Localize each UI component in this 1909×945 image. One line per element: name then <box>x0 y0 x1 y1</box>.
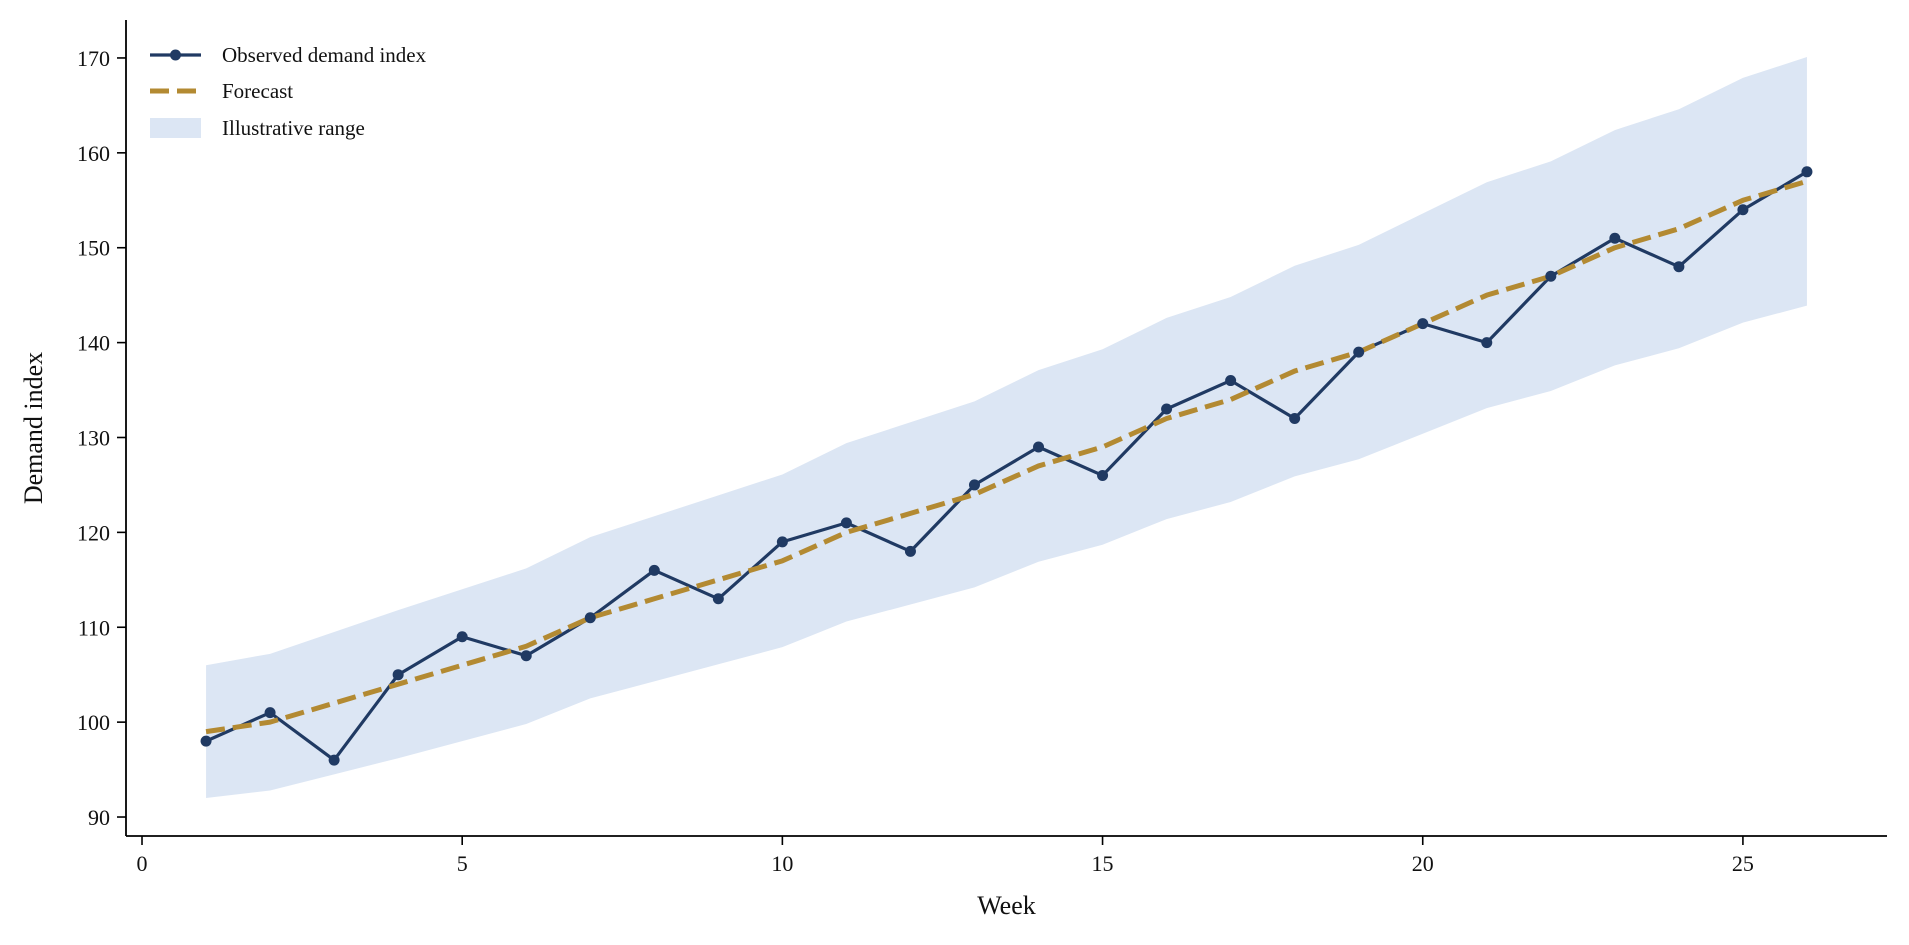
observed-point <box>1097 469 1109 481</box>
observed-point <box>328 754 340 766</box>
legend-label-forecast: Forecast <box>222 79 293 103</box>
observed-point <box>264 707 276 719</box>
legend-marker-observed <box>170 49 181 61</box>
observed-point <box>1033 441 1045 453</box>
x-tick-label: 20 <box>1412 851 1434 876</box>
observed-point <box>200 735 212 747</box>
observed-point <box>1353 346 1365 358</box>
x-tick-label: 15 <box>1092 851 1114 876</box>
observed-point <box>1161 403 1173 415</box>
observed-point <box>840 517 852 529</box>
observed-point <box>456 631 468 643</box>
x-axis-title: Week <box>977 891 1036 920</box>
y-tick-label: 170 <box>77 46 110 71</box>
observed-point <box>1801 166 1813 178</box>
observed-point <box>1225 375 1237 387</box>
observed-point <box>1609 232 1621 244</box>
legend: Observed demand index Forecast Illustrativ… <box>150 43 427 140</box>
observed-point <box>1481 337 1493 349</box>
y-tick-label: 150 <box>77 236 110 261</box>
observed-point <box>1289 413 1301 425</box>
observed-point <box>968 479 980 491</box>
observed-point <box>712 593 724 605</box>
x-tick-label: 5 <box>457 851 468 876</box>
y-tick-label: 110 <box>78 615 110 640</box>
observed-point <box>520 650 532 662</box>
observed-point <box>392 669 404 681</box>
observed-point <box>1737 204 1749 216</box>
y-tick-label: 130 <box>77 425 110 450</box>
observed-point <box>584 612 596 624</box>
y-tick-label: 100 <box>77 710 110 735</box>
range-band <box>206 57 1807 799</box>
observed-point <box>648 564 660 576</box>
observed-point <box>904 545 916 557</box>
legend-swatch-range <box>150 118 201 138</box>
observed-point <box>1545 270 1557 282</box>
band-layer <box>206 57 1807 799</box>
legend-label-range: Illustrative range <box>222 116 365 140</box>
legend-label-observed: Observed demand index <box>222 43 427 67</box>
y-tick-label: 160 <box>77 141 110 166</box>
axes-layer: 0 5 10 15 20 25 90 100 110 120 130 140 150 160 170 Week… <box>19 20 1887 920</box>
y-tick-label: 140 <box>77 331 110 356</box>
observed-point <box>1673 261 1685 273</box>
observed-point <box>1417 318 1429 330</box>
x-tick-label: 10 <box>771 851 793 876</box>
y-axis-title: Demand index <box>19 352 48 504</box>
forecast-line <box>205 178 1808 735</box>
observed-point <box>776 536 788 548</box>
observed-line <box>205 170 1808 762</box>
x-tick-label: 25 <box>1732 851 1754 876</box>
x-tick-label: 0 <box>137 851 148 876</box>
series-layer <box>200 166 1813 766</box>
y-tick-label: 120 <box>77 520 110 545</box>
y-tick-label: 90 <box>88 805 110 830</box>
